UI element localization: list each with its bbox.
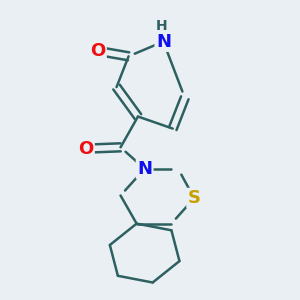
Text: S: S bbox=[188, 189, 201, 207]
Text: O: O bbox=[90, 42, 105, 60]
Text: N: N bbox=[156, 33, 171, 51]
Text: O: O bbox=[78, 140, 93, 158]
Text: H: H bbox=[156, 19, 168, 32]
Text: N: N bbox=[137, 160, 152, 178]
